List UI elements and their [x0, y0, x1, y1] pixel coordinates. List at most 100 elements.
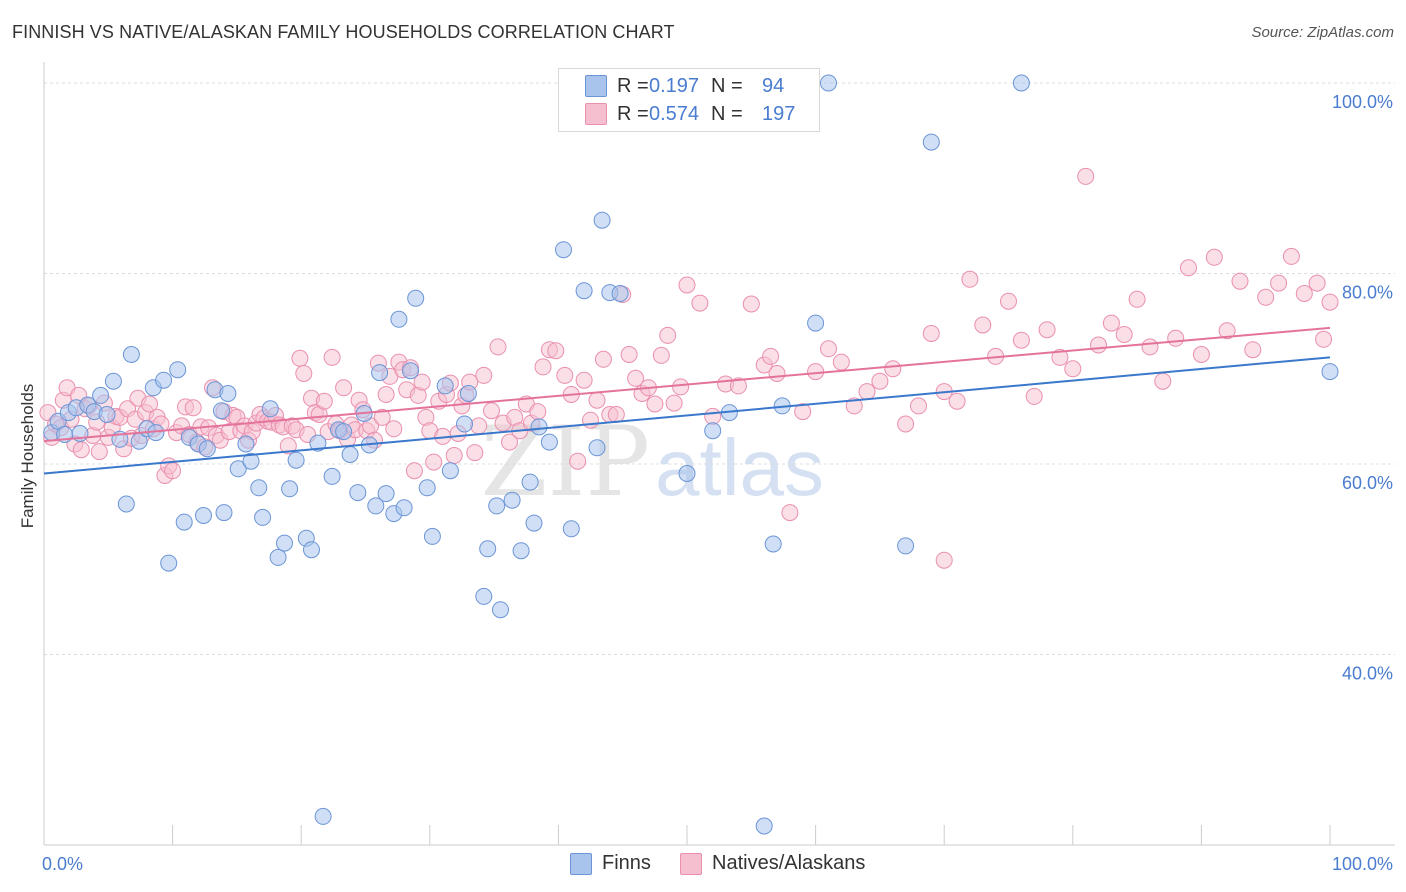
finns-point	[807, 314, 825, 332]
finns-point	[402, 362, 419, 380]
natives-point	[1141, 338, 1159, 356]
natives-point	[529, 403, 547, 421]
natives-point	[1128, 290, 1146, 308]
finns-point	[314, 807, 332, 825]
natives-point	[72, 441, 90, 459]
natives-point	[678, 276, 696, 294]
finns-point	[215, 504, 233, 522]
natives-point	[1295, 285, 1313, 302]
natives-point	[807, 363, 825, 381]
finns-point	[237, 435, 255, 453]
y-tick-label: 60.0%	[1342, 473, 1393, 493]
natives-point	[1218, 322, 1236, 340]
watermark-atlas: atlas	[655, 423, 824, 512]
finns-point	[303, 541, 320, 559]
finns-point	[562, 520, 580, 538]
natives-point	[1025, 387, 1043, 405]
natives-point	[489, 338, 507, 356]
finns-point	[155, 371, 173, 389]
finns-point	[371, 364, 389, 382]
natives-point	[665, 394, 683, 412]
natives-point	[466, 444, 484, 462]
natives-point	[948, 392, 966, 410]
finns-point	[254, 508, 272, 526]
finns-point	[1321, 363, 1339, 381]
finns-point	[104, 372, 122, 390]
chart-title: FINNISH VS NATIVE/ALASKAN FAMILY HOUSEHO…	[12, 22, 675, 42]
natives-point	[335, 379, 353, 397]
n-label: N =	[711, 74, 743, 97]
finns-point	[456, 415, 473, 433]
natives-point	[672, 378, 690, 396]
natives-point	[556, 366, 574, 384]
finns-point	[98, 406, 116, 423]
natives-point	[1231, 272, 1249, 290]
finns-point	[198, 440, 216, 458]
natives-legend-label: Natives/Alaskans	[712, 852, 866, 874]
natives-point	[1270, 274, 1288, 292]
finns-point	[229, 460, 247, 478]
finns-point	[492, 601, 509, 619]
finns-point	[335, 423, 353, 441]
finns-point	[423, 527, 441, 545]
finns-point	[488, 497, 506, 515]
finns-point	[755, 817, 773, 835]
natives-point	[1192, 346, 1210, 363]
natives-point	[1244, 341, 1262, 359]
natives-point	[547, 342, 565, 360]
natives-point	[1077, 167, 1095, 185]
natives-point	[897, 415, 915, 433]
finns-legend-swatch	[570, 852, 592, 875]
finns-r-value: 0.197	[649, 74, 700, 97]
finns-point	[479, 540, 497, 558]
finns-point	[92, 386, 110, 404]
finns-point	[195, 507, 212, 524]
finns-point	[219, 385, 237, 402]
natives-point	[323, 348, 341, 366]
finns-point	[521, 473, 539, 491]
natives-point	[483, 402, 500, 420]
natives-point	[425, 453, 443, 471]
finns-point	[475, 587, 493, 605]
finns-point	[588, 439, 606, 457]
finns-point	[269, 548, 287, 566]
r-label: R =	[617, 74, 649, 97]
natives-point	[858, 383, 876, 401]
finns-point	[820, 74, 837, 92]
natives-point	[295, 365, 313, 382]
x-tick-labels: 0.0% 100.0%	[42, 854, 1393, 874]
x-tick-label-min: 0.0%	[42, 854, 83, 874]
stats-legend: R = 0.197 N = 94 R = 0.574 N = 197	[558, 68, 820, 132]
gridlines	[44, 82, 1395, 656]
finns-point	[593, 211, 611, 229]
natives-point	[470, 417, 488, 435]
natives-point	[291, 349, 309, 367]
natives-point	[279, 437, 297, 455]
finns-point	[503, 491, 521, 509]
natives-point	[691, 294, 709, 312]
natives-point	[1012, 331, 1030, 349]
natives-point	[445, 447, 463, 464]
finns-point	[250, 479, 268, 497]
finns-point	[323, 467, 341, 485]
finns-point	[459, 385, 477, 402]
natives-point	[627, 369, 645, 387]
natives-point	[588, 391, 606, 409]
finns-point	[678, 465, 696, 482]
natives-legend-swatch	[680, 852, 702, 875]
natives-point	[1102, 314, 1120, 332]
axes	[43, 62, 1395, 846]
finns-point	[704, 422, 722, 440]
natives-point	[922, 325, 940, 342]
natives-point	[90, 443, 108, 461]
y-tick-label: 100.0%	[1332, 92, 1393, 112]
natives-point	[475, 366, 493, 384]
natives-point	[659, 326, 677, 344]
natives-point	[871, 372, 889, 390]
natives-point	[1090, 336, 1107, 354]
finns-legend-label: Finns	[602, 852, 651, 874]
finns-point	[309, 434, 327, 452]
natives-point	[646, 395, 664, 413]
finns-point	[922, 133, 940, 151]
finns-point	[160, 554, 178, 572]
